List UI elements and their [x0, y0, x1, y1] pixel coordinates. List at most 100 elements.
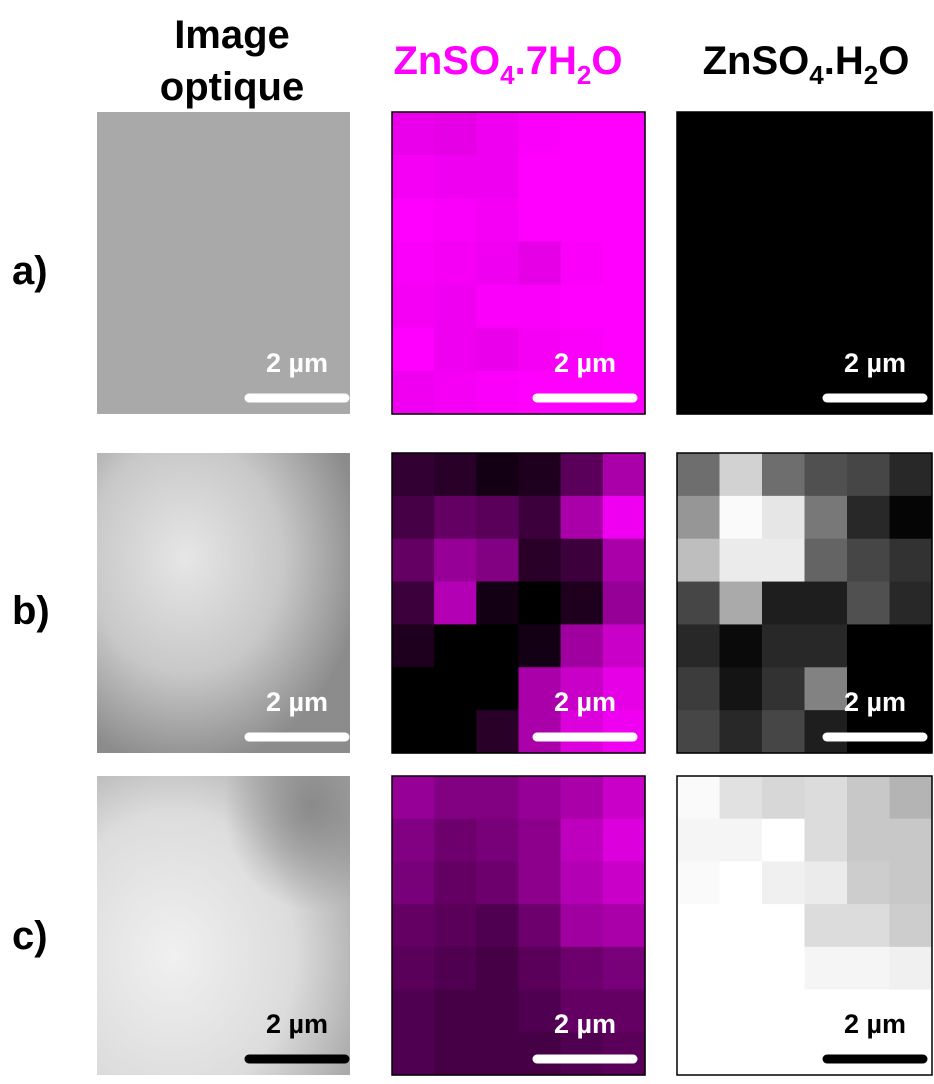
- pixel: [392, 495, 435, 540]
- pixel: [434, 112, 477, 156]
- pixel: [476, 112, 520, 156]
- pixel: [434, 1032, 477, 1076]
- pixel: [677, 710, 721, 754]
- pixel: [476, 495, 520, 540]
- pixel: [677, 667, 721, 711]
- pixel: [889, 667, 933, 711]
- pixel: [560, 284, 604, 329]
- pixel: [719, 904, 763, 948]
- pixel: [476, 667, 520, 711]
- pixel: [677, 989, 721, 1033]
- pixel: [602, 241, 646, 286]
- column-header: ZnSO4.H2O: [703, 39, 910, 90]
- scale-bar-label: 2 µm: [844, 687, 906, 717]
- pixel: [889, 861, 933, 905]
- pixel: [560, 904, 604, 948]
- pixel: [434, 946, 477, 991]
- pixel: [602, 776, 646, 820]
- pixel: [476, 946, 520, 991]
- pixel: [762, 112, 806, 415]
- row-label: c): [12, 914, 48, 958]
- pixel: [392, 284, 435, 329]
- pixel: [847, 818, 891, 863]
- pixel: [518, 818, 562, 863]
- pixel: [560, 198, 604, 243]
- pixel: [392, 1032, 435, 1076]
- pixel: [392, 989, 435, 1033]
- pixel: [560, 112, 604, 156]
- pixel: [476, 453, 520, 497]
- pixel: [889, 946, 933, 991]
- pixel: [762, 495, 806, 540]
- pixel: [434, 198, 477, 243]
- pixel: [434, 776, 477, 820]
- pixel: [392, 710, 435, 754]
- pixel: [677, 624, 721, 668]
- pixel: [719, 538, 763, 583]
- pixel: [602, 538, 646, 583]
- pixel: [392, 241, 435, 286]
- pixel: [847, 453, 891, 497]
- scale-bar-label: 2 µm: [844, 1009, 906, 1039]
- pixel: [476, 581, 520, 626]
- pixel: [889, 495, 933, 540]
- map-border: [391, 775, 646, 1076]
- pixel: [392, 818, 435, 863]
- pixel: [602, 946, 646, 991]
- pixel: [762, 581, 806, 626]
- pixel: [677, 495, 721, 540]
- pixel: [476, 776, 520, 820]
- pixel: [804, 710, 848, 754]
- pixel: [889, 581, 933, 626]
- pixel: [518, 776, 562, 820]
- pixel: [518, 667, 562, 711]
- pixel: [392, 581, 435, 626]
- pixel: [677, 1032, 721, 1076]
- pixel: [762, 453, 806, 497]
- pixel: [392, 861, 435, 905]
- pixel: [560, 241, 604, 286]
- pixel: [392, 453, 435, 497]
- pixel: [392, 624, 435, 668]
- pixel: [476, 155, 520, 199]
- pixel: [518, 624, 562, 668]
- pixel: [392, 538, 435, 583]
- map-border: [676, 111, 933, 415]
- pixel: [677, 776, 721, 820]
- pixel: [476, 370, 520, 415]
- pixel: [476, 710, 520, 754]
- pixel: [476, 904, 520, 948]
- pixel: [719, 776, 763, 820]
- pixel: [889, 904, 933, 948]
- pixel: [889, 776, 933, 820]
- pixel: [762, 776, 806, 820]
- pixel: [847, 710, 891, 754]
- pixel: [889, 112, 933, 415]
- pixel: [476, 198, 520, 243]
- pixel: [476, 538, 520, 583]
- pixel: [762, 624, 806, 668]
- pixel: [677, 112, 721, 415]
- row-label: b): [12, 589, 50, 633]
- pixel: [804, 495, 848, 540]
- pixel: [847, 776, 891, 820]
- pixel: [719, 946, 763, 991]
- pixel: [434, 538, 477, 583]
- pixel: [560, 495, 604, 540]
- scale-bar-label: 2 µm: [266, 1009, 328, 1039]
- optical-image: [97, 112, 350, 414]
- pixel: [847, 667, 891, 711]
- pixel: [560, 1032, 604, 1076]
- pixel: [434, 284, 477, 329]
- pixel: [560, 710, 604, 754]
- pixel: [719, 624, 763, 668]
- pixel: [518, 370, 562, 415]
- pixel: [719, 112, 763, 415]
- pixel: [847, 946, 891, 991]
- pixel: [434, 327, 477, 372]
- pixel: [847, 624, 891, 668]
- pixel: [560, 624, 604, 668]
- pixel: [804, 538, 848, 583]
- pixel: [677, 453, 721, 497]
